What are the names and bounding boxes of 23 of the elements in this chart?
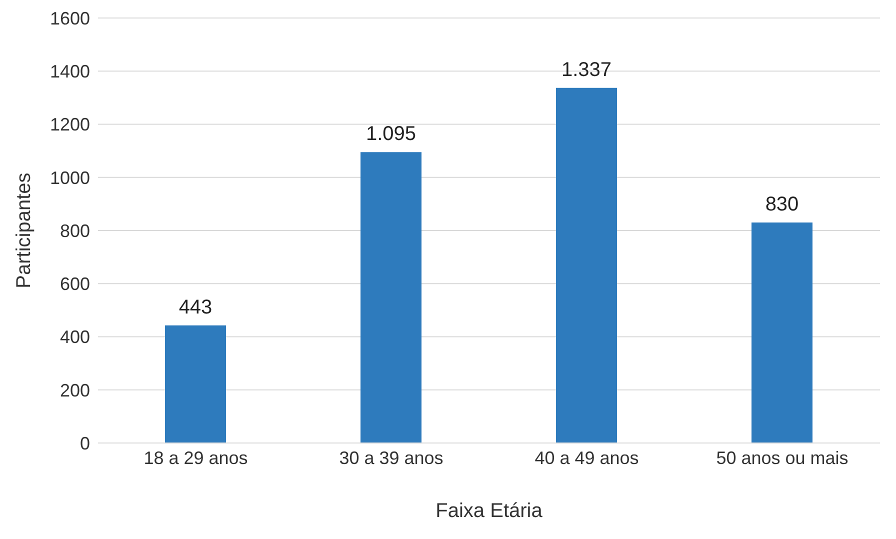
- y-tick-label: 1600: [50, 8, 90, 28]
- bar: [165, 325, 226, 443]
- y-tick-label: 1400: [50, 62, 90, 82]
- bar: [360, 152, 422, 443]
- y-tick-label: 1000: [50, 168, 90, 188]
- bar: [752, 222, 812, 443]
- data-label: 1.337: [561, 58, 612, 81]
- x-tick-label: 30 a 39 anos: [339, 448, 444, 468]
- y-tick-label: 200: [60, 380, 90, 400]
- x-tick-label: 40 a 49 anos: [534, 448, 639, 468]
- x-tick-label: 18 a 29 anos: [144, 448, 248, 468]
- y-tick-label: 400: [60, 327, 90, 348]
- y-tick-label: 0: [80, 433, 90, 454]
- y-tick-label: 1200: [50, 114, 90, 135]
- data-label: 1.095: [366, 123, 416, 146]
- y-tick-label: 600: [60, 274, 90, 294]
- bar: [556, 88, 617, 443]
- y-tick-label: 800: [60, 220, 90, 241]
- x-axis-title: Faixa Etária: [436, 500, 544, 522]
- x-tick-label: 50 anos ou mais: [716, 448, 848, 468]
- data-label: 830: [765, 194, 799, 216]
- y-axis-title: Participantes: [13, 172, 36, 288]
- data-label: 443: [178, 296, 212, 318]
